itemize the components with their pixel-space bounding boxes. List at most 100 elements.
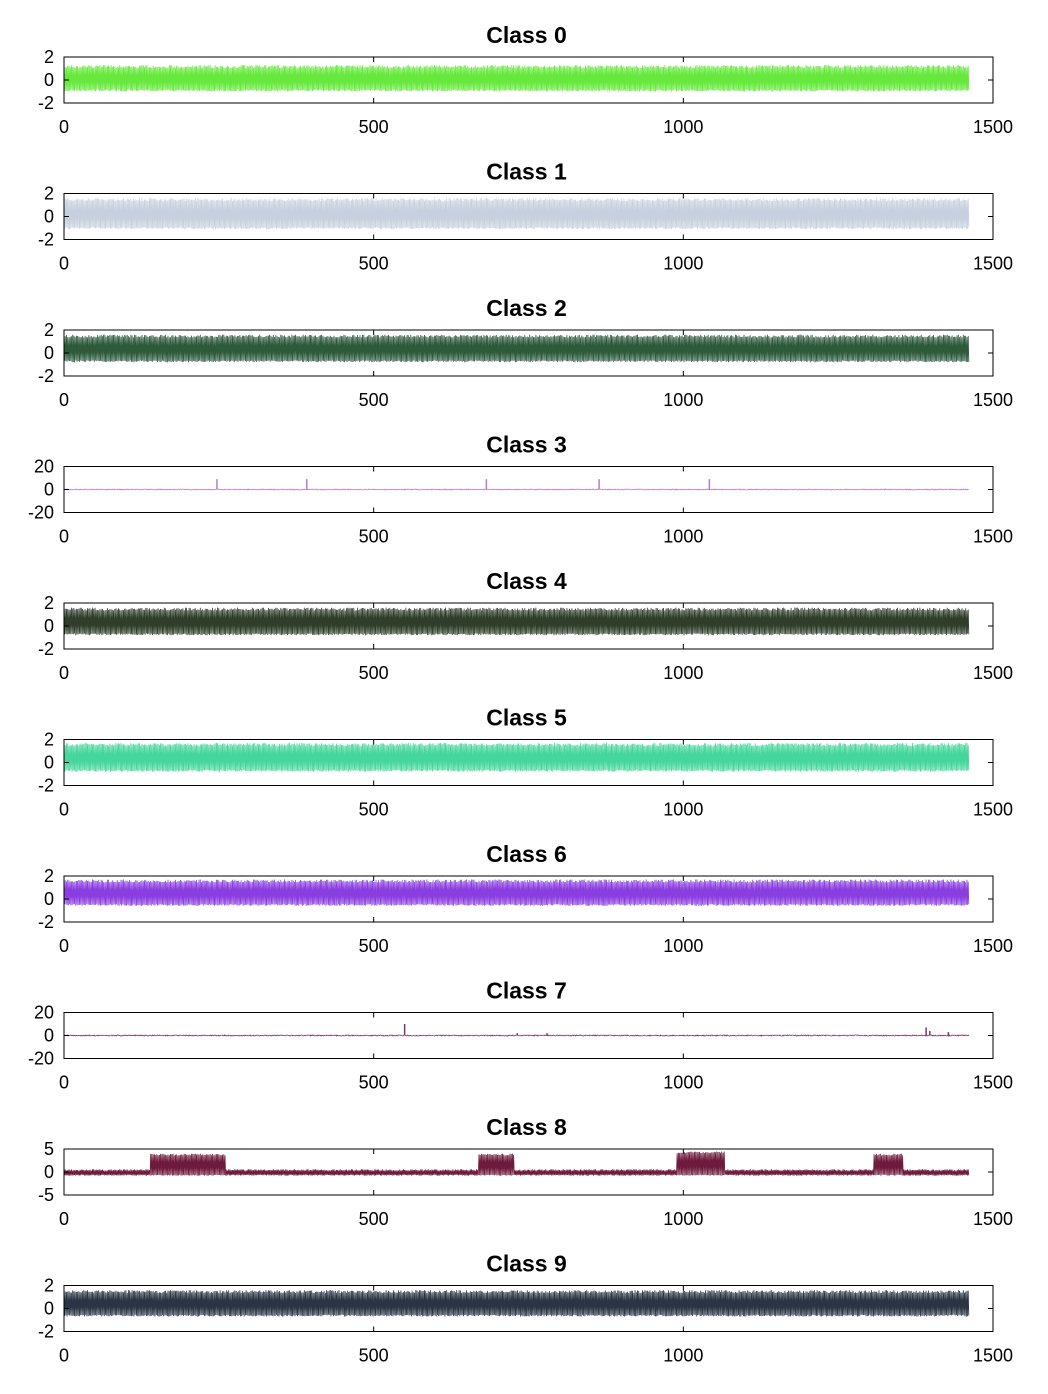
subplot-title: Class 4 <box>486 568 567 594</box>
x-tick-label: 500 <box>359 800 389 820</box>
subplot-title: Class 8 <box>486 1114 567 1140</box>
subplot-title: Class 7 <box>486 978 567 1004</box>
y-tick-label: 0 <box>44 753 54 773</box>
series-line <box>63 879 970 906</box>
y-tick-label: 2 <box>44 730 54 750</box>
y-tick-label: -2 <box>38 776 54 796</box>
series-line <box>63 65 970 92</box>
subplot-6: Class 620-20 500 1000 1500 <box>38 841 1013 956</box>
y-tick-label: 0 <box>44 1299 54 1319</box>
y-tick-label: -2 <box>38 230 54 250</box>
x-tick-label: 500 <box>359 1346 389 1366</box>
y-tick-label: 2 <box>44 184 54 204</box>
y-tick-label: 0 <box>44 207 54 227</box>
x-tick-label: 1500 <box>973 390 1013 410</box>
series-line <box>63 1034 970 1037</box>
y-tick-label: 2 <box>44 47 54 67</box>
series-line <box>63 742 970 772</box>
y-tick-label: -2 <box>38 639 54 659</box>
y-tick-label: 2 <box>44 866 54 886</box>
x-tick-label: 1500 <box>973 1209 1013 1229</box>
subplot-2: Class 220-20 500 1000 1500 <box>38 295 1013 410</box>
x-tick-label: 0 <box>59 390 69 410</box>
x-tick-label: 500 <box>359 1073 389 1093</box>
subplot-4: Class 420-20 500 1000 1500 <box>38 568 1013 683</box>
x-tick-label: 1000 <box>663 1346 703 1366</box>
subplot-title: Class 5 <box>486 705 567 731</box>
y-tick-label: 0 <box>44 343 54 363</box>
subplot-0: Class 020-20 500 1000 1500 <box>38 22 1013 137</box>
x-tick-label: 1000 <box>663 1209 703 1229</box>
x-tick-label: 1500 <box>973 254 1013 274</box>
y-tick-label: 20 <box>34 1003 54 1023</box>
y-tick-label: -20 <box>28 503 54 523</box>
y-tick-label: 0 <box>44 480 54 500</box>
subplot-title: Class 6 <box>486 841 567 867</box>
series-line <box>63 334 970 363</box>
series-line <box>63 1290 970 1317</box>
x-tick-label: 500 <box>359 390 389 410</box>
x-tick-label: 1500 <box>973 117 1013 137</box>
x-tick-label: 1000 <box>663 390 703 410</box>
y-tick-label: 0 <box>44 616 54 636</box>
y-tick-label: 20 <box>34 457 54 477</box>
subplot-title: Class 1 <box>486 159 567 185</box>
x-tick-label: 0 <box>59 117 69 137</box>
series-line <box>63 607 970 636</box>
subplot-1: Class 120-20 500 1000 1500 <box>38 159 1013 274</box>
subplot-8: Class 850-50 500 1000 1500 <box>38 1114 1013 1229</box>
x-tick-label: 500 <box>359 1209 389 1229</box>
x-tick-label: 500 <box>359 254 389 274</box>
series-line <box>63 198 970 230</box>
y-tick-label: 0 <box>44 70 54 90</box>
x-tick-label: 0 <box>59 527 69 547</box>
x-tick-label: 0 <box>59 663 69 683</box>
y-tick-label: -2 <box>38 366 54 386</box>
y-tick-label: 0 <box>44 889 54 909</box>
x-tick-label: 1000 <box>663 663 703 683</box>
subplot-title: Class 2 <box>486 295 567 321</box>
x-tick-label: 0 <box>59 1209 69 1229</box>
y-tick-label: 2 <box>44 593 54 613</box>
y-tick-label: 0 <box>44 1026 54 1046</box>
y-tick-label: -2 <box>38 93 54 113</box>
y-tick-label: 0 <box>44 1162 54 1182</box>
x-tick-label: 0 <box>59 254 69 274</box>
y-tick-label: 2 <box>44 1276 54 1296</box>
subplot-9: Class 920-20 500 1000 1500 <box>38 1251 1013 1366</box>
subplot-title: Class 3 <box>486 432 567 458</box>
subplot-title: Class 9 <box>486 1251 567 1277</box>
x-tick-label: 0 <box>59 1346 69 1366</box>
x-tick-label: 1000 <box>663 527 703 547</box>
x-tick-label: 0 <box>59 1073 69 1093</box>
x-tick-label: 1500 <box>973 936 1013 956</box>
x-tick-label: 1000 <box>663 254 703 274</box>
series-line <box>63 1151 970 1176</box>
x-tick-label: 1500 <box>973 800 1013 820</box>
x-tick-label: 500 <box>359 527 389 547</box>
x-tick-label: 1000 <box>663 800 703 820</box>
x-tick-label: 500 <box>359 663 389 683</box>
subplot-5: Class 520-20 500 1000 1500 <box>38 705 1013 820</box>
x-tick-label: 1500 <box>973 527 1013 547</box>
y-tick-label: 5 <box>44 1139 54 1159</box>
x-tick-label: 1000 <box>663 117 703 137</box>
x-tick-label: 0 <box>59 800 69 820</box>
x-tick-label: 500 <box>359 936 389 956</box>
x-tick-label: 500 <box>359 117 389 137</box>
x-tick-label: 0 <box>59 936 69 956</box>
x-tick-label: 1500 <box>973 1346 1013 1366</box>
subplot-title: Class 0 <box>486 22 567 48</box>
y-tick-label: -20 <box>28 1049 54 1069</box>
y-tick-label: -5 <box>38 1185 54 1205</box>
x-tick-label: 1500 <box>973 1073 1013 1093</box>
y-tick-label: -2 <box>38 1322 54 1342</box>
y-tick-label: -2 <box>38 912 54 932</box>
series-line <box>63 488 969 491</box>
x-tick-label: 1500 <box>973 663 1013 683</box>
y-tick-label: 2 <box>44 320 54 340</box>
